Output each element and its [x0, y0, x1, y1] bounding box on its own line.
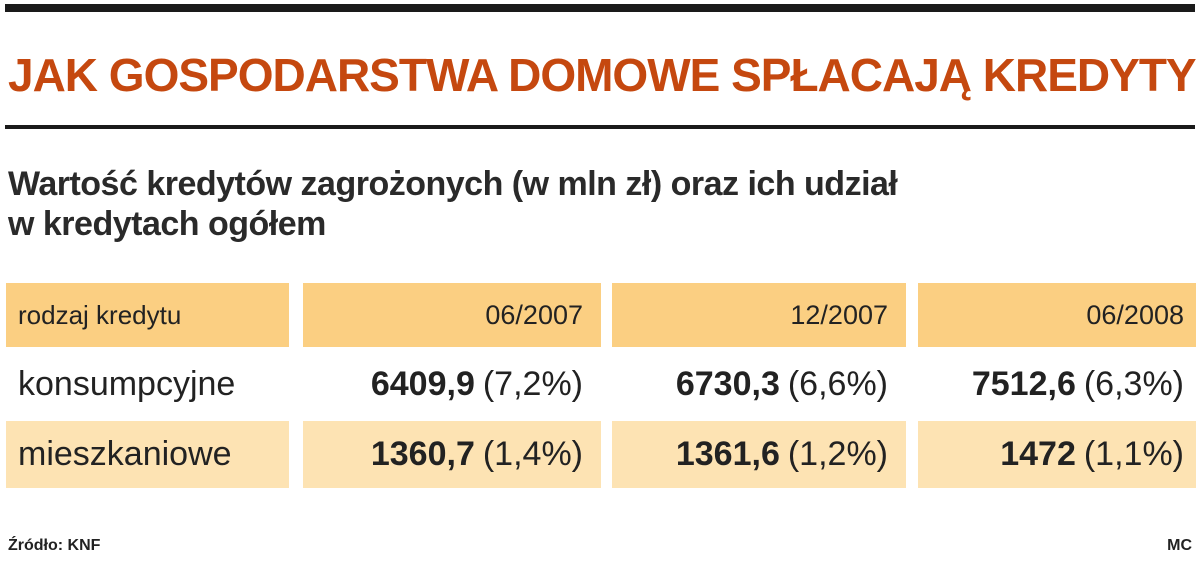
cell-value: 6730,3	[675, 365, 780, 403]
cell-value: 1472	[1000, 435, 1076, 473]
table-row-mortgage: mieszkaniowe 1360,7 (1,4%) 1361,6 (1,2%) 1…	[6, 421, 1196, 488]
cell-value: 7512,6	[971, 365, 1076, 403]
cell-share: (6,3%)	[1083, 365, 1184, 403]
table-cell: 6409,9 (7,2%)	[371, 365, 583, 404]
cell-share: (1,2%)	[787, 435, 888, 473]
row-label: konsumpcyjne	[18, 365, 236, 403]
cell-value: 1361,6	[675, 435, 780, 473]
table-cell: 1361,6 (1,2%)	[676, 435, 888, 474]
table-row-consumer: konsumpcyjne 6409,9 (7,2%) 6730,3 (6,6%) 7…	[6, 351, 1196, 418]
source-note: Źródło: KNF	[8, 537, 101, 554]
cell-value: 6409,9	[370, 365, 475, 403]
cell-share: (1,4%)	[482, 435, 583, 473]
chart-title: JAK GOSPODARSTWA DOMOWE SPŁACAJĄ KREDYTY	[8, 49, 1197, 101]
table-cell: 1360,7 (1,4%)	[371, 435, 583, 474]
row-label: mieszkaniowe	[18, 435, 232, 473]
cell-value: 1360,7	[370, 435, 475, 473]
cell-share: (6,6%)	[787, 365, 888, 403]
subtitle-line-1: Wartość kredytów zagrożonych (w mln zł) …	[8, 165, 898, 203]
table-cell: 1472 (1,1%)	[1000, 435, 1184, 474]
data-table: rodzaj kredytu 06/2007 12/2007 06/2008 k…	[6, 283, 1196, 491]
title-rule	[5, 125, 1195, 129]
cell-share: (7,2%)	[482, 365, 583, 403]
chart-subtitle: Wartość kredytów zagrożonych (w mln zł) …	[8, 164, 1158, 244]
top-rule	[5, 4, 1195, 12]
table-header-row: rodzaj kredytu 06/2007 12/2007 06/2008	[6, 283, 1196, 347]
cell-share: (1,1%)	[1083, 435, 1184, 473]
column-header-2007-12: 12/2007	[612, 283, 906, 347]
table-cell: 6730,3 (6,6%)	[676, 365, 888, 404]
column-header-type: rodzaj kredytu	[6, 283, 289, 347]
subtitle-line-2: w kredytach ogółem	[8, 205, 326, 243]
author-initials: MC	[1167, 537, 1192, 554]
column-header-2007-06: 06/2007	[303, 283, 601, 347]
table-cell: 7512,6 (6,3%)	[972, 365, 1184, 404]
column-header-2008-06: 06/2008	[918, 283, 1196, 347]
